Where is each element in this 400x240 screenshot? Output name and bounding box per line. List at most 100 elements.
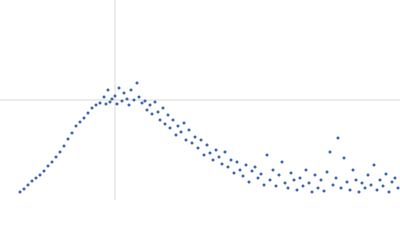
data-point bbox=[214, 148, 218, 152]
data-point bbox=[166, 113, 170, 117]
data-point bbox=[196, 146, 200, 150]
data-point bbox=[132, 98, 136, 102]
data-point bbox=[156, 110, 160, 114]
data-point bbox=[280, 160, 284, 164]
data-point bbox=[396, 186, 400, 190]
data-point bbox=[122, 91, 126, 95]
data-point bbox=[208, 151, 212, 155]
data-point bbox=[120, 99, 124, 103]
data-point bbox=[127, 103, 131, 107]
data-point bbox=[58, 150, 62, 154]
data-point bbox=[46, 164, 50, 168]
data-point bbox=[229, 158, 233, 162]
data-point bbox=[241, 174, 245, 178]
data-point bbox=[108, 100, 112, 104]
data-point bbox=[339, 186, 343, 190]
data-point bbox=[304, 168, 308, 172]
data-point bbox=[292, 178, 296, 182]
data-point bbox=[176, 124, 180, 128]
data-point bbox=[78, 120, 82, 124]
data-point bbox=[384, 172, 388, 176]
data-point bbox=[54, 155, 58, 159]
data-point bbox=[298, 176, 302, 180]
data-point bbox=[301, 184, 305, 188]
data-point bbox=[232, 171, 236, 175]
data-point bbox=[238, 168, 242, 172]
data-point bbox=[310, 190, 314, 194]
data-point bbox=[360, 181, 364, 185]
data-point bbox=[150, 112, 154, 116]
data-point bbox=[174, 133, 178, 137]
data-point bbox=[182, 121, 186, 125]
data-point bbox=[113, 94, 117, 98]
data-point bbox=[322, 189, 326, 193]
data-point bbox=[193, 135, 197, 139]
data-point bbox=[226, 165, 230, 169]
data-point bbox=[90, 106, 94, 110]
data-point bbox=[94, 103, 98, 107]
data-point bbox=[354, 178, 358, 182]
data-point bbox=[187, 128, 191, 132]
data-point bbox=[256, 176, 260, 180]
data-point bbox=[325, 170, 329, 174]
data-point bbox=[247, 180, 251, 184]
data-point bbox=[307, 181, 311, 185]
data-point bbox=[22, 187, 26, 191]
data-point bbox=[102, 95, 106, 99]
data-point bbox=[345, 180, 349, 184]
data-point bbox=[153, 100, 157, 104]
data-point bbox=[331, 183, 335, 187]
data-point bbox=[223, 150, 227, 154]
data-point bbox=[328, 150, 332, 154]
data-point bbox=[250, 169, 254, 173]
data-point bbox=[161, 106, 165, 110]
data-point bbox=[316, 186, 320, 190]
data-point bbox=[274, 184, 278, 188]
data-point bbox=[220, 162, 224, 166]
data-point bbox=[336, 136, 340, 140]
data-point bbox=[148, 103, 152, 107]
data-point bbox=[253, 165, 257, 169]
data-point bbox=[74, 124, 78, 128]
data-point bbox=[137, 95, 141, 99]
data-point bbox=[125, 97, 129, 101]
data-point bbox=[286, 186, 290, 190]
data-point bbox=[199, 138, 203, 142]
data-point bbox=[366, 173, 370, 177]
data-point bbox=[168, 126, 172, 130]
data-point bbox=[34, 176, 38, 180]
data-point bbox=[190, 141, 194, 145]
data-point bbox=[110, 97, 114, 101]
data-point bbox=[179, 130, 183, 134]
data-point bbox=[135, 81, 139, 85]
data-point bbox=[295, 188, 299, 192]
data-point bbox=[375, 188, 379, 192]
data-point bbox=[268, 178, 272, 182]
data-point bbox=[390, 180, 394, 184]
data-point bbox=[217, 155, 221, 159]
data-point bbox=[319, 178, 323, 182]
data-point bbox=[30, 179, 34, 183]
data-point bbox=[26, 183, 30, 187]
data-point bbox=[42, 169, 46, 173]
data-point bbox=[18, 190, 22, 194]
data-point bbox=[140, 101, 144, 105]
data-point bbox=[277, 173, 281, 177]
data-point bbox=[143, 99, 147, 103]
data-point bbox=[202, 153, 206, 157]
data-point bbox=[372, 163, 376, 167]
data-point bbox=[70, 131, 74, 135]
data-point bbox=[158, 118, 162, 122]
data-point bbox=[104, 102, 108, 106]
data-point bbox=[117, 86, 121, 90]
data-point bbox=[334, 176, 338, 180]
data-point bbox=[129, 88, 133, 92]
data-point bbox=[86, 111, 90, 115]
data-point bbox=[289, 171, 293, 175]
data-point bbox=[115, 102, 119, 106]
data-point bbox=[381, 184, 385, 188]
data-point bbox=[171, 118, 175, 122]
data-point bbox=[387, 190, 391, 194]
data-point bbox=[211, 158, 215, 162]
data-point bbox=[66, 137, 70, 141]
